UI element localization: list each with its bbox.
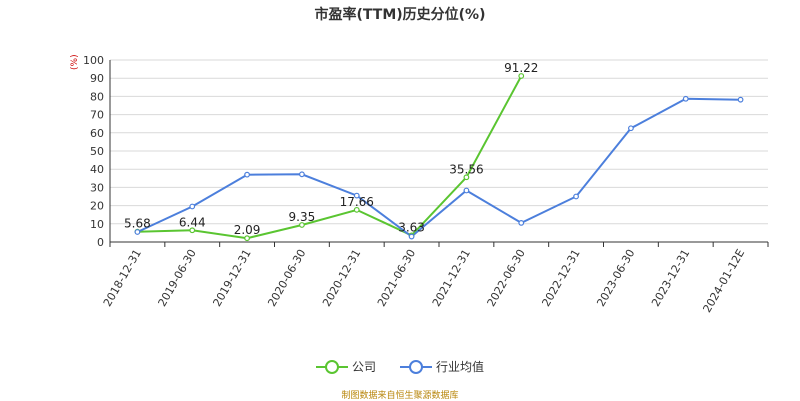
y-tick-label: 10	[90, 218, 104, 231]
data-point-1	[134, 229, 141, 235]
source-note: 制图数据来自恒生聚源数据库	[341, 391, 459, 401]
x-tick-label: 2019-12-31	[210, 247, 253, 309]
data-point-1	[628, 125, 634, 132]
data-point-0	[189, 227, 196, 234]
y-tick-label: 40	[90, 163, 104, 176]
data-label: 5.68	[124, 217, 151, 231]
data-label: 2.09	[234, 223, 261, 237]
data-point-1	[189, 203, 196, 210]
data-point-1	[518, 219, 525, 226]
data-point-0	[244, 235, 250, 242]
data-point-0	[463, 174, 470, 181]
data-point-0	[353, 206, 360, 213]
series-line-0	[137, 75, 523, 240]
x-tick-label: 2022-12-31	[539, 247, 582, 309]
x-tick-label: 2020-06-30	[265, 247, 308, 309]
x-tick-label: 2024-01-12E	[700, 247, 747, 315]
x-tick-label: 2019-06-30	[156, 247, 199, 309]
series-line-1	[136, 97, 741, 238]
data-label: 3.63	[398, 220, 425, 234]
x-tick-label: 2023-06-30	[594, 247, 637, 309]
legend-item-industry-average[interactable]: 行业均值	[400, 358, 484, 375]
data-label: 91.22	[504, 61, 538, 75]
y-tick-label: 20	[90, 200, 104, 213]
x-tick-label: 2020-12-31	[320, 247, 363, 309]
data-point-0	[299, 222, 305, 228]
y-tick-label: 80	[90, 90, 104, 103]
legend-label-company: 公司	[351, 360, 376, 374]
data-point-1	[573, 193, 579, 200]
y-tick-label: 60	[90, 127, 104, 140]
legend: 公司 行业均值	[0, 358, 800, 375]
x-tick-label: 2021-12-31	[430, 247, 473, 309]
legend-swatch-industry-average	[400, 359, 432, 374]
data-point-1	[737, 96, 744, 103]
x-tick-label: 2023-12-31	[649, 247, 692, 309]
y-tick-label: 70	[90, 109, 104, 122]
x-tick-label: 2021-06-30	[375, 247, 418, 309]
data-label: 6.44	[179, 215, 206, 229]
x-tick-label: 2018-12-31	[101, 247, 144, 309]
chart-title: 市盈率(TTM)历史分位(%)	[314, 7, 486, 23]
y-tick-label: 100	[83, 54, 104, 67]
data-point-0	[518, 73, 525, 79]
data-point-1	[682, 95, 689, 102]
y-tick-label: 90	[90, 72, 104, 85]
data-label: 35.56	[449, 162, 483, 176]
data-point-1	[299, 171, 305, 178]
data-point-1	[353, 192, 360, 199]
data-point-1	[463, 187, 470, 194]
y-tick-label: 0	[97, 236, 104, 249]
legend-item-company[interactable]: 公司	[315, 358, 376, 375]
legend-swatch-company	[315, 359, 348, 374]
data-label: 17.66	[340, 195, 374, 209]
data-point-1	[244, 171, 250, 178]
y-tick-label: 30	[90, 181, 104, 194]
data-point-1	[408, 233, 415, 240]
data-label: 9.35	[289, 210, 316, 224]
y-tick-label: 50	[90, 145, 104, 158]
legend-label-industry-average: 行业均值	[436, 360, 485, 374]
x-tick-label: 2022-06-30	[485, 247, 528, 309]
